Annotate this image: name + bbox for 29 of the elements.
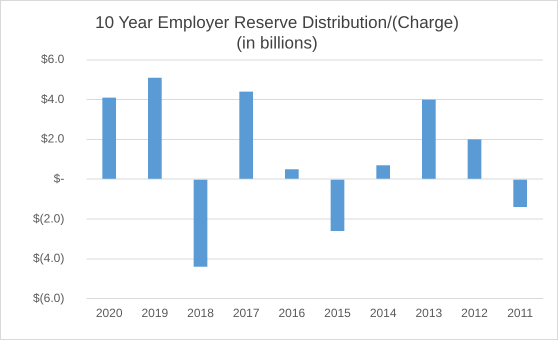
y-tick-label: $(4.0) — [32, 251, 64, 266]
x-tick-label: 2020 — [96, 306, 123, 320]
y-tick-label: $2.0 — [40, 132, 65, 146]
x-tick-label: 2017 — [232, 306, 260, 320]
x-tick-label: 2019 — [141, 306, 169, 320]
bar — [330, 180, 344, 231]
y-tick-label: $(2.0) — [32, 211, 64, 226]
y-tick-label: $- — [54, 172, 64, 186]
x-tick-label: 2011 — [507, 306, 534, 320]
bar — [102, 98, 116, 179]
chart-subtitle: (in billions) — [236, 33, 318, 52]
chart-title: 10 Year Employer Reserve Distribution/(Charge) — [95, 12, 459, 32]
x-tick-label: 2012 — [461, 306, 488, 320]
bar — [148, 78, 162, 179]
bar — [376, 165, 390, 179]
bar — [422, 100, 436, 179]
x-tick-label: 2016 — [278, 306, 306, 320]
bar — [468, 139, 482, 179]
bar — [284, 169, 299, 179]
x-tick-label: 2018 — [187, 306, 214, 320]
bar — [239, 92, 254, 179]
y-tick-label: $4.0 — [40, 92, 65, 106]
bar — [194, 180, 208, 267]
x-tick-label: 2015 — [324, 306, 352, 320]
y-tick-label: $6.0 — [40, 52, 65, 66]
bar — [513, 180, 528, 208]
x-tick-label: 2014 — [370, 306, 397, 320]
x-tick-label: 2013 — [415, 306, 443, 320]
y-tick-label: $(6.0) — [32, 290, 64, 305]
